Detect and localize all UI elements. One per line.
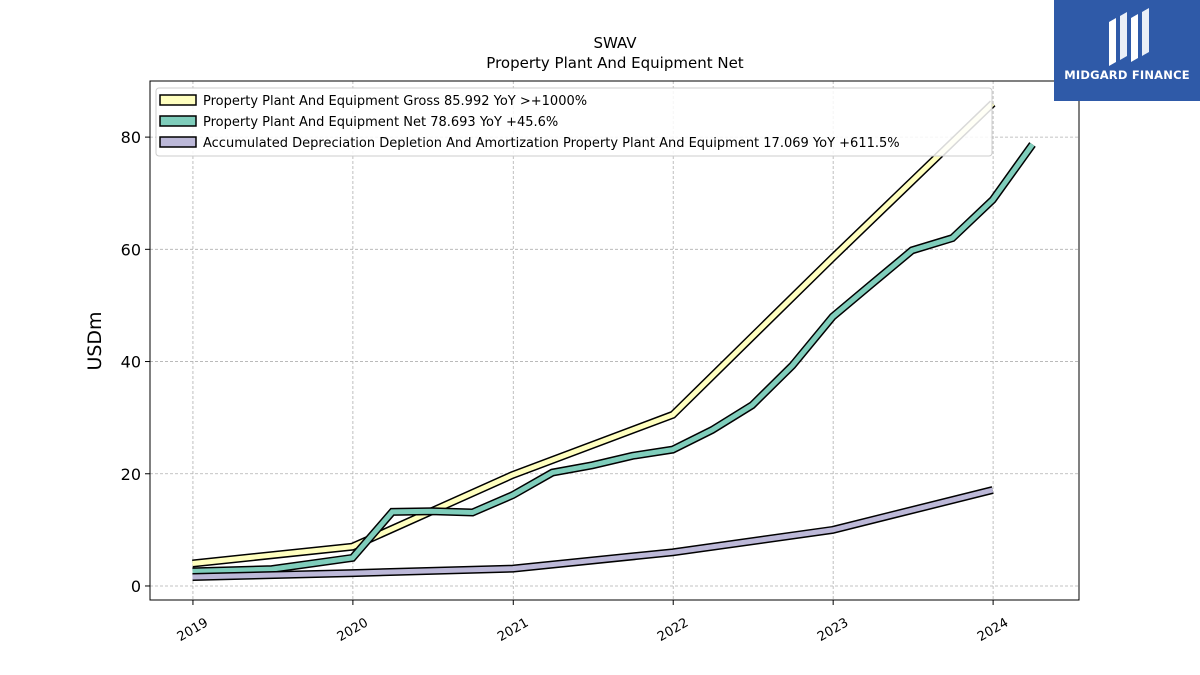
- plot-frame: [149, 80, 1080, 601]
- y-axis-label: USDm: [84, 311, 106, 370]
- x-tick-label: 2020: [335, 615, 371, 645]
- series-line: [192, 101, 995, 566]
- chart-title: SWAV: [593, 34, 637, 52]
- brand-name: MIDGARD FINANCE: [1064, 68, 1190, 82]
- grid: [150, 81, 1079, 600]
- y-tick-label: 80: [121, 128, 141, 147]
- chart-subtitle: Property Plant And Equipment Net: [486, 54, 743, 72]
- series-line: [192, 142, 1035, 574]
- x-tick-label: 2021: [495, 615, 531, 645]
- series-outline: [192, 100, 996, 568]
- series-2: [192, 142, 1036, 576]
- series-1: [192, 100, 996, 568]
- series-outline: [192, 142, 1036, 576]
- series-line: [192, 487, 994, 580]
- legend-swatch: [159, 115, 197, 127]
- y-tick-label: 40: [121, 353, 141, 372]
- x-tick-label: 2023: [815, 615, 851, 645]
- y-tick-label: 20: [121, 465, 141, 484]
- midgard-logo-icon: [1109, 8, 1149, 66]
- x-tick-label: 2022: [655, 615, 691, 645]
- legend-box: [155, 87, 993, 157]
- legend-entry: Property Plant And Equipment Gross 85.99…: [203, 94, 587, 109]
- x-tick-label: 2019: [175, 615, 211, 645]
- legend-swatch: [159, 136, 197, 148]
- legend: Property Plant And Equipment Gross 85.99…: [155, 87, 993, 157]
- legend-entry: Accumulated Depreciation Depletion And A…: [203, 136, 900, 151]
- brand-logo: MIDGARD FINANCE: [1054, 0, 1200, 101]
- legend-swatch: [159, 94, 197, 106]
- legend-entry: Property Plant And Equipment Net 78.693 …: [203, 115, 558, 130]
- y-tick-label: 0: [131, 577, 141, 596]
- series-3: [192, 486, 994, 581]
- x-tick-label: 2024: [975, 615, 1011, 645]
- series-lines: [192, 100, 1036, 581]
- y-tick-label: 60: [121, 240, 141, 259]
